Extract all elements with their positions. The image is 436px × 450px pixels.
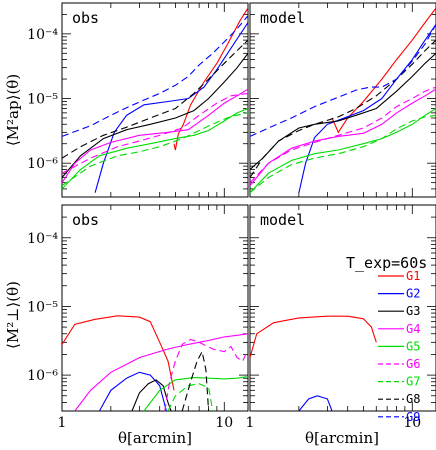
exposure-annotation: T_exp=60s (346, 254, 427, 272)
panel-frame (249, 2, 436, 198)
y-tick-label: 10⁻⁴ (27, 27, 58, 43)
legend-label-g2: G2 (406, 287, 420, 301)
x-axis-label-right: θ[arcmin] (305, 429, 379, 447)
series-line-g4 (250, 88, 436, 186)
panel-bottom-right: 1 10 model (246, 204, 436, 431)
series-line-g1 (250, 315, 377, 358)
series-line-g7 (62, 112, 248, 187)
panel-bottom-left: 10⁻⁶ 10⁻⁵ 10⁻⁴ 1 10 obs (27, 204, 249, 431)
series-line-g8 (181, 349, 210, 411)
series-line-g9 (250, 24, 436, 137)
series-line-g6 (164, 338, 248, 411)
legend-label-g5: G5 (406, 339, 420, 353)
series-line-g5 (143, 376, 248, 411)
series-line-g7 (167, 383, 214, 411)
y-tick-label: 10⁻⁵ (27, 299, 58, 315)
panel-top-left: 10⁻⁶ 10⁻⁵ 10⁻⁴ obs (27, 2, 249, 198)
curves (62, 7, 248, 193)
x-axis-label-left: θ[arcmin] (118, 429, 192, 447)
panel-label: obs (72, 211, 99, 229)
y-tick-label: 10⁻⁵ (27, 92, 58, 108)
legend: G1 G2 G3 G4 G5 G6 G7 G8 G9 (378, 269, 420, 424)
series-line-g2 (298, 395, 333, 411)
series-line-g3 (250, 52, 436, 170)
legend-label-g6: G6 (406, 357, 420, 371)
series-line-g2 (98, 371, 167, 411)
y-tick-label: 10⁻⁶ (27, 156, 58, 172)
series-line-g6 (250, 86, 436, 184)
panel-label: obs (72, 9, 99, 27)
series-line-g6 (62, 92, 248, 174)
panel-label: model (260, 9, 305, 27)
y-tick-label: 10⁻⁶ (27, 368, 58, 384)
panel-frame (61, 2, 249, 198)
legend-label-g4: G4 (406, 322, 420, 336)
series-line-g5 (62, 107, 248, 190)
curves (250, 315, 377, 411)
x-tick-label: 10 (403, 415, 421, 431)
y-axis-label-top: ⟨M²ap⟩(θ) (4, 74, 22, 146)
x-tick-label: 10 (215, 415, 233, 431)
y-tick-label: 10⁻⁴ (27, 231, 58, 247)
legend-label-g3: G3 (406, 304, 420, 318)
series-line-g1 (62, 315, 175, 391)
legend-label-g8: G8 (406, 392, 420, 406)
legend-label-g9: G9 (406, 410, 420, 424)
panel-label: model (260, 211, 305, 229)
curves (62, 315, 248, 411)
series-line-g8 (62, 39, 248, 159)
series-line-g3 (131, 379, 172, 411)
y-axis-label-bottom: ⟨M²⊥⟩(θ) (4, 281, 22, 349)
series-line-g3 (62, 52, 248, 178)
series-line-g2 (298, 24, 436, 193)
legend-label-g7: G7 (406, 375, 420, 389)
x-tick-label: 1 (58, 415, 67, 431)
series-line-g9 (62, 15, 248, 137)
curves (250, 7, 436, 194)
series-line-g4 (74, 333, 248, 411)
series-line-g1 (331, 7, 436, 134)
series-line-g5 (250, 108, 436, 194)
legend-label-g1: G1 (406, 269, 420, 283)
panel-frame (249, 204, 436, 412)
x-tick-label: 1 (246, 415, 255, 431)
series-line-g7 (250, 114, 436, 194)
panel-top-right: model (249, 2, 436, 198)
panel-frame (61, 204, 249, 412)
